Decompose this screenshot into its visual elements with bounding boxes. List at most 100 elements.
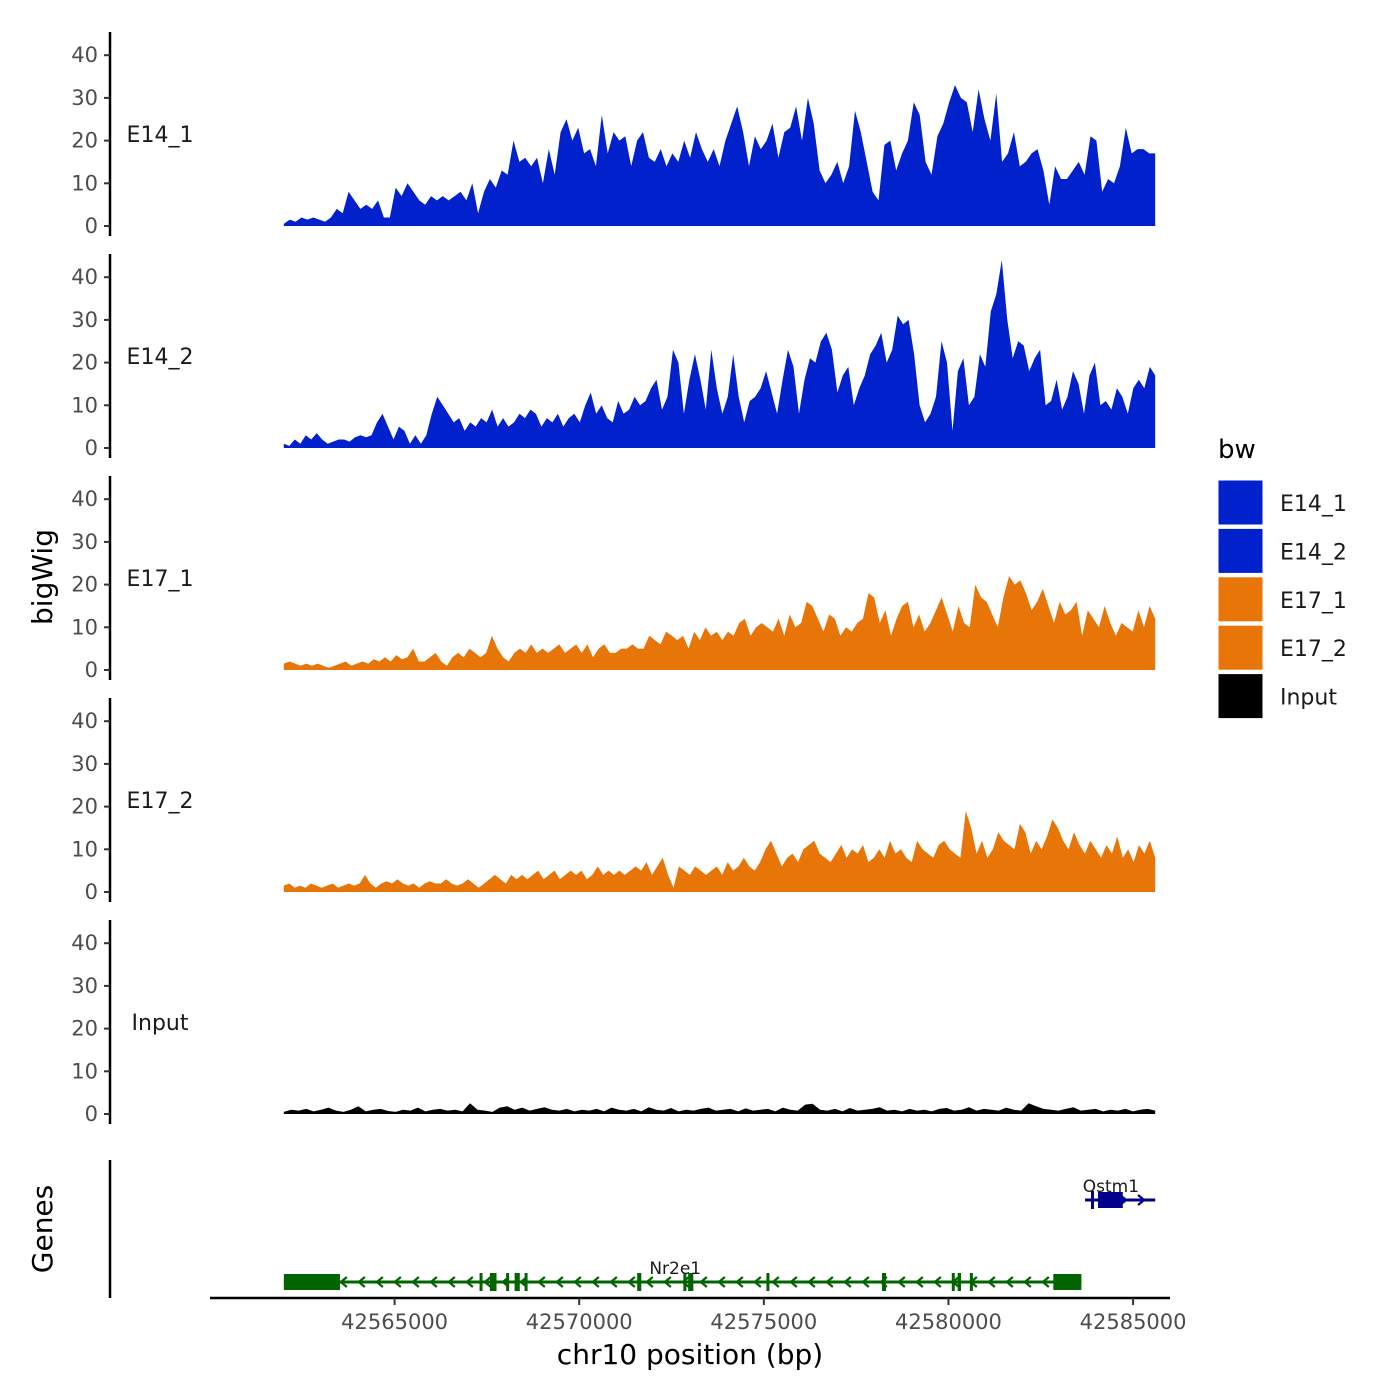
track-e14-1: 0 10 20 30 40 E14_1 (71, 32, 1156, 238)
strand-chevron (375, 1276, 384, 1288)
strand-chevron (1005, 1276, 1014, 1288)
y-tick-label: 40 (71, 931, 98, 955)
y-tick-label: 10 (71, 1059, 98, 1083)
legend-swatch-e14-1 (1217, 479, 1264, 526)
track-label: E14_2 (127, 345, 194, 370)
strand-chevron (753, 1276, 762, 1288)
track-label: E14_1 (127, 123, 194, 148)
y-tick-label: 20 (71, 573, 98, 597)
x-tick-label: 42570000 (526, 1310, 633, 1334)
gene-ostm1: Ostm1 (1083, 1177, 1156, 1209)
gene-exon (957, 1273, 962, 1291)
strand-chevron (465, 1276, 474, 1288)
strand-chevron (537, 1276, 546, 1288)
y-axis-title: bigWig (26, 529, 59, 625)
gene-exon (283, 1274, 340, 1290)
y-tick-label: 30 (71, 974, 98, 998)
genes-axis-title: Genes (26, 1185, 59, 1273)
x-axis-title: chr10 position (bp) (557, 1338, 823, 1371)
strand-chevron (807, 1276, 816, 1288)
x-tick-label: 42565000 (341, 1310, 448, 1334)
gene-exon (1090, 1191, 1094, 1209)
gene-track: Nr2e1 Ostm1 (108, 1160, 1156, 1298)
strand-chevron (933, 1276, 942, 1288)
gene-exon (637, 1273, 642, 1291)
legend-label: E14_1 (1280, 492, 1347, 517)
track-e17-2: 0 10 20 30 40 E17_2 (71, 698, 1156, 904)
gene-exon (506, 1273, 510, 1291)
y-tick-label: 20 (71, 351, 98, 375)
y-tick-label: 10 (71, 615, 98, 639)
legend-swatch-e17-2 (1217, 624, 1264, 671)
strand-chevron (681, 1276, 690, 1288)
y-tick-label: 10 (71, 393, 98, 417)
coverage-area-e14-2 (283, 260, 1156, 448)
y-tick-label: 30 (71, 308, 98, 332)
gene-exon (514, 1273, 520, 1291)
legend-label: Input (1280, 686, 1337, 711)
strand-chevron (915, 1276, 924, 1288)
strand-chevron (357, 1276, 366, 1288)
x-tick-label: 42585000 (1080, 1310, 1187, 1334)
gene-exon (489, 1273, 497, 1291)
strand-chevron (411, 1276, 420, 1288)
strand-chevron (1041, 1276, 1050, 1288)
y-tick-label: 30 (71, 86, 98, 110)
gene-exon (882, 1273, 887, 1291)
gene-nr2e1: Nr2e1 (283, 1259, 1082, 1291)
strand-chevron (609, 1276, 618, 1288)
coverage-area-e14-1 (283, 85, 1156, 226)
y-tick-label: 40 (71, 487, 98, 511)
y-tick-label: 0 (85, 436, 98, 460)
strand-chevron (429, 1276, 438, 1288)
track-input: 0 10 20 30 40 Input (71, 920, 1156, 1126)
y-tick-label: 10 (71, 171, 98, 195)
gene-exon (969, 1273, 973, 1291)
legend-label: E14_2 (1280, 540, 1347, 565)
x-tick-label: 42580000 (895, 1310, 1002, 1334)
strand-chevron (987, 1276, 996, 1288)
gene-exon (479, 1273, 483, 1291)
strand-chevron (735, 1276, 744, 1288)
gene-name-label: Nr2e1 (649, 1259, 701, 1279)
strand-chevron (447, 1276, 456, 1288)
gene-exon (683, 1273, 687, 1291)
strand-chevron (645, 1276, 654, 1288)
x-tick-label: 42575000 (710, 1310, 817, 1334)
gene-exon (951, 1273, 955, 1291)
strand-chevron (861, 1276, 870, 1288)
y-tick-label: 20 (71, 795, 98, 819)
gene-exon (766, 1273, 770, 1291)
gene-exon (1098, 1192, 1123, 1208)
legend-label: E17_1 (1280, 589, 1347, 614)
y-tick-label: 40 (71, 43, 98, 67)
strand-chevron (573, 1276, 582, 1288)
y-tick-label: 0 (85, 1102, 98, 1126)
strand-chevron (699, 1276, 708, 1288)
strand-chevron (897, 1276, 906, 1288)
strand-chevron (717, 1276, 726, 1288)
y-tick-label: 40 (71, 265, 98, 289)
track-label: E17_2 (127, 789, 194, 814)
strand-chevron (1137, 1194, 1146, 1206)
y-tick-label: 0 (85, 214, 98, 238)
track-label: Input (132, 1011, 189, 1036)
track-e17-1: 0 10 20 30 40 E17_1 (71, 476, 1156, 682)
strand-chevron (627, 1276, 636, 1288)
coverage-tracks: 0 10 20 30 40 E14_1 0 10 20 30 40 E14_2 0 10 20 30 40 E17… (71, 32, 1156, 1126)
strand-chevron (1023, 1276, 1032, 1288)
y-tick-label: 10 (71, 837, 98, 861)
track-label: E17_1 (127, 567, 194, 592)
legend-swatch-e14-2 (1217, 527, 1264, 574)
track-e14-2: 0 10 20 30 40 E14_2 (71, 254, 1156, 460)
strand-chevron (393, 1276, 402, 1288)
y-tick-label: 0 (85, 658, 98, 682)
strand-chevron (591, 1276, 600, 1288)
gene-exon (1053, 1274, 1082, 1290)
gene-exon (524, 1273, 528, 1291)
strand-chevron (843, 1276, 852, 1288)
legend-swatch-e17-1 (1217, 576, 1264, 623)
strand-chevron (789, 1276, 798, 1288)
